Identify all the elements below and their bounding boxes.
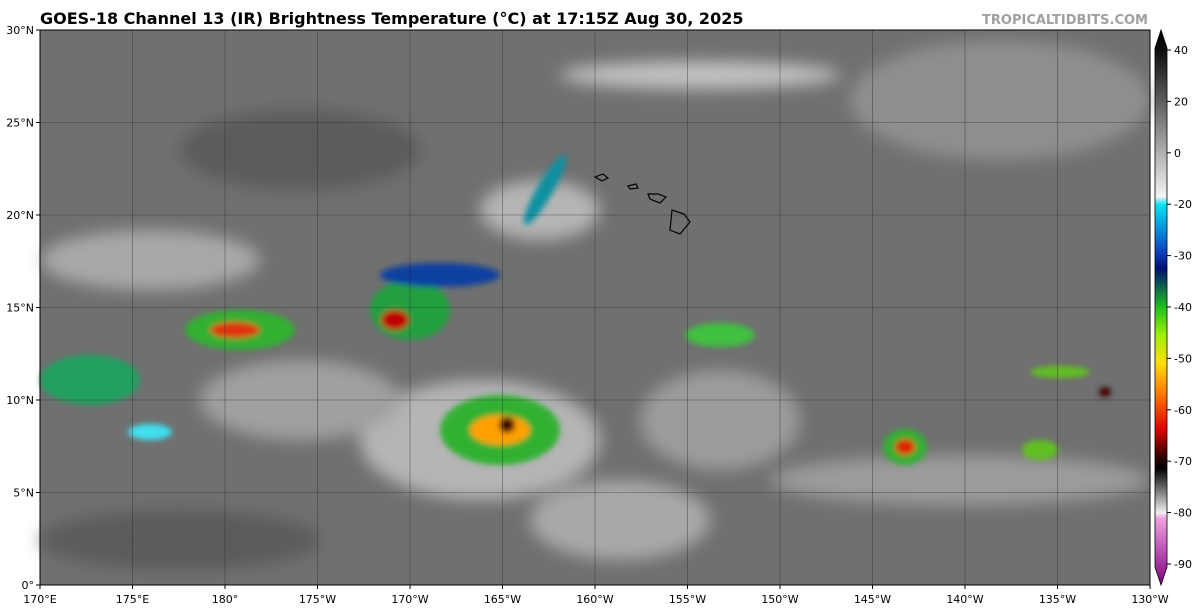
lat-label: 0° — [22, 579, 35, 592]
lon-label: 170°E — [23, 593, 56, 606]
lat-label: 20°N — [6, 209, 34, 222]
colorbar-label: 0 — [1174, 147, 1181, 160]
lat-label: 10°N — [6, 394, 34, 407]
watermark: TROPICALTIDBITS.COM — [982, 13, 1148, 28]
lon-label: 160°W — [576, 593, 613, 606]
lat-label: 25°N — [6, 117, 34, 130]
colorbar-label: -70 — [1174, 455, 1192, 468]
colorbar-label: -50 — [1174, 352, 1192, 365]
lat-label: 15°N — [6, 302, 34, 315]
colorbar-label: -80 — [1174, 507, 1192, 520]
lon-label: 135°W — [1039, 593, 1076, 606]
lon-label: 175°E — [116, 593, 149, 606]
colorbar-label: -20 — [1174, 198, 1192, 211]
lon-label: 150°W — [761, 593, 798, 606]
colorbar-label: -60 — [1174, 404, 1192, 417]
colorbar-label: -30 — [1174, 250, 1192, 263]
colorbar-label: 20 — [1174, 95, 1188, 108]
lon-label: 175°W — [299, 593, 336, 606]
map-frame — [39, 29, 1151, 586]
colorbar-label: -40 — [1174, 301, 1192, 314]
lon-label: 140°W — [946, 593, 983, 606]
colorbar — [1154, 28, 1168, 587]
colorbar-label: 40 — [1174, 44, 1188, 57]
colorbar-label: -90 — [1174, 558, 1192, 571]
lon-label: 170°W — [391, 593, 428, 606]
lat-label: 5°N — [13, 487, 34, 500]
lon-label: 180° — [212, 593, 239, 606]
lon-label: 145°W — [854, 593, 891, 606]
title: GOES-18 Channel 13 (IR) Brightness Tempe… — [40, 9, 743, 28]
lon-label: 130°W — [1131, 593, 1168, 606]
lat-label: 30°N — [6, 24, 34, 37]
lon-label: 155°W — [669, 593, 706, 606]
graticule — [36, 29, 1151, 589]
lon-label: 165°W — [484, 593, 521, 606]
